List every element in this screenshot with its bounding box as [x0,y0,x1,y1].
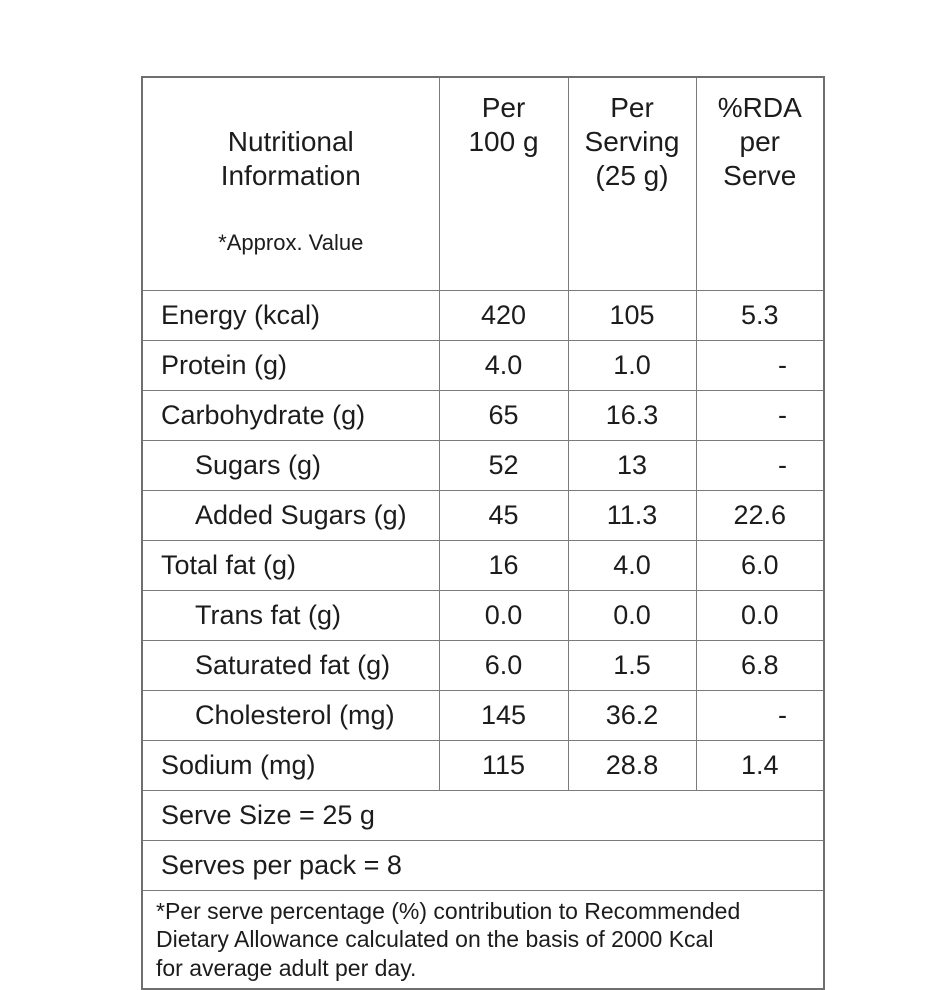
nutrient-label: Protein (g) [141,339,440,391]
value-rda: 1.4 [695,739,825,791]
value-per-serving: 1.5 [567,639,697,691]
nutrient-label: Saturated fat (g) [141,639,440,691]
nutrient-label: Cholesterol (mg) [141,689,440,741]
row-trans-fat: Trans fat (g) 0.0 0.0 0.0 [141,589,825,641]
serve-size-text: Serve Size = 25 g [141,789,825,841]
value-per-serving: 0.0 [567,589,697,641]
value-per-100g: 4.0 [438,339,569,391]
row-cholesterol: Cholesterol (mg) 145 36.2 - [141,689,825,741]
nutrient-label: Total fat (g) [141,539,440,591]
nutrient-label: Added Sugars (g) [141,489,440,541]
header-title: Nutritional Information [220,125,361,191]
value-per-serving: 13 [567,439,697,491]
value-rda: - [695,339,825,391]
row-total-fat: Total fat (g) 16 4.0 6.0 [141,539,825,591]
nutrient-label: Carbohydrate (g) [141,389,440,441]
value-rda: 5.3 [695,289,825,341]
value-per-serving: 105 [567,289,697,341]
value-per-100g: 45 [438,489,569,541]
serves-per-pack-text: Serves per pack = 8 [141,839,825,891]
value-per-100g: 115 [438,739,569,791]
nutrient-label: Energy (kcal) [141,289,440,341]
value-rda: 0.0 [695,589,825,641]
row-added-sugars: Added Sugars (g) 45 11.3 22.6 [141,489,825,541]
value-per-100g: 6.0 [438,639,569,691]
value-rda: - [695,389,825,441]
row-sodium: Sodium (mg) 115 28.8 1.4 [141,739,825,791]
header-per-serving: Per Serving (25 g) [567,76,697,291]
value-per-serving: 28.8 [567,739,697,791]
nutrient-label: Trans fat (g) [141,589,440,641]
value-per-serving: 11.3 [567,489,697,541]
nutrient-label: Sugars (g) [141,439,440,491]
nutrient-label: Sodium (mg) [141,739,440,791]
value-rda: - [695,689,825,741]
value-per-100g: 52 [438,439,569,491]
row-protein: Protein (g) 4.0 1.0 - [141,339,825,391]
value-per-100g: 65 [438,389,569,441]
value-rda: 6.0 [695,539,825,591]
serves-per-pack-row: Serves per pack = 8 [141,839,825,891]
serve-size-row: Serve Size = 25 g [141,789,825,841]
value-rda: - [695,439,825,491]
value-per-serving: 4.0 [567,539,697,591]
header-per-100g: Per 100 g [438,76,569,291]
value-per-100g: 145 [438,689,569,741]
value-per-serving: 36.2 [567,689,697,741]
row-saturated-fat: Saturated fat (g) 6.0 1.5 6.8 [141,639,825,691]
header-approx-note: *Approx. Value [218,229,364,255]
row-energy: Energy (kcal) 420 105 5.3 [141,289,825,341]
value-per-100g: 420 [438,289,569,341]
row-sugars: Sugars (g) 52 13 - [141,439,825,491]
value-per-serving: 1.0 [567,339,697,391]
value-rda: 22.6 [695,489,825,541]
value-per-100g: 0.0 [438,589,569,641]
value-rda: 6.8 [695,639,825,691]
header-rda-per-serve: %RDA per Serve [695,76,825,291]
value-per-100g: 16 [438,539,569,591]
value-per-serving: 16.3 [567,389,697,441]
header-nutritional-information: Nutritional Information *Approx. Value [141,76,440,291]
nutrition-table: Nutritional Information *Approx. Value P… [141,76,825,990]
row-carbohydrate: Carbohydrate (g) 65 16.3 - [141,389,825,441]
table-header-row: Nutritional Information *Approx. Value P… [141,76,825,291]
